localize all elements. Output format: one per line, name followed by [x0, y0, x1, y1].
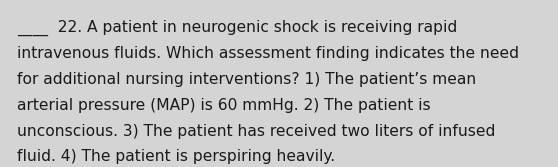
Text: arterial pressure (MAP) is 60 mmHg. 2) The patient is: arterial pressure (MAP) is 60 mmHg. 2) T… — [17, 98, 430, 113]
Text: unconscious. 3) The patient has received two liters of infused: unconscious. 3) The patient has received… — [17, 124, 495, 139]
Text: for additional nursing interventions? 1) The patient’s mean: for additional nursing interventions? 1)… — [17, 72, 476, 87]
Text: ____  22. A patient in neurogenic shock is receiving rapid: ____ 22. A patient in neurogenic shock i… — [17, 20, 457, 36]
Text: fluid. 4) The patient is perspiring heavily.: fluid. 4) The patient is perspiring heav… — [17, 149, 335, 164]
Text: intravenous fluids. Which assessment finding indicates the need: intravenous fluids. Which assessment fin… — [17, 46, 519, 61]
